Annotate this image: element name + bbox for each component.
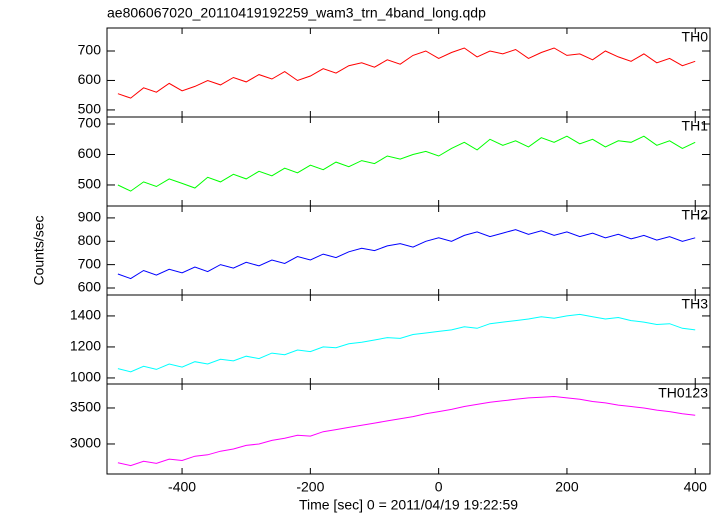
- x-tick-label: 0: [435, 479, 443, 495]
- y-tick-label: 600: [78, 145, 102, 161]
- light-curve: [117, 229, 696, 280]
- y-tick-label: 3000: [70, 435, 101, 451]
- panel-label: TH1: [682, 118, 709, 134]
- chart-title: ae806067020_20110419192259_wam3_trn_4ban…: [107, 5, 486, 21]
- y-tick-label: 1200: [70, 338, 101, 354]
- light-curve: [117, 313, 696, 373]
- y-tick-label: 600: [78, 71, 102, 87]
- y-axis-label: Counts/sec: [31, 215, 47, 285]
- panel-frame: [106, 27, 711, 118]
- y-tick-label: 700: [78, 255, 102, 271]
- y-tick-label: 1000: [70, 369, 101, 385]
- x-tick-label: -400: [168, 479, 196, 495]
- y-tick-label: 500: [78, 176, 102, 192]
- x-tick-label: 400: [684, 479, 708, 495]
- y-tick-label: 900: [78, 209, 102, 225]
- panel-label: TH2: [682, 207, 709, 223]
- light-curve: [117, 135, 696, 192]
- panel-label: TH0123: [658, 385, 708, 401]
- x-tick-label: -200: [296, 479, 324, 495]
- panel-frame: [106, 116, 711, 207]
- light-curve: [117, 395, 696, 467]
- light-curve: [117, 47, 696, 99]
- y-tick-label: 800: [78, 232, 102, 248]
- panel-frame: [106, 294, 711, 385]
- y-tick-label: 700: [78, 42, 102, 58]
- panel-frame: [106, 205, 711, 296]
- panel-label: TH0: [682, 29, 709, 45]
- y-tick-label: 700: [78, 115, 102, 131]
- y-tick-label: 1400: [70, 307, 101, 323]
- x-axis-label: Time [sec] 0 = 2011/04/19 19:22:59: [299, 497, 518, 513]
- panel-label: TH3: [682, 296, 709, 312]
- x-tick-label: 200: [555, 479, 579, 495]
- y-tick-label: 500: [78, 101, 102, 117]
- panel-frame: [106, 383, 711, 475]
- y-tick-label: 3500: [70, 399, 101, 415]
- y-tick-label: 600: [78, 279, 102, 295]
